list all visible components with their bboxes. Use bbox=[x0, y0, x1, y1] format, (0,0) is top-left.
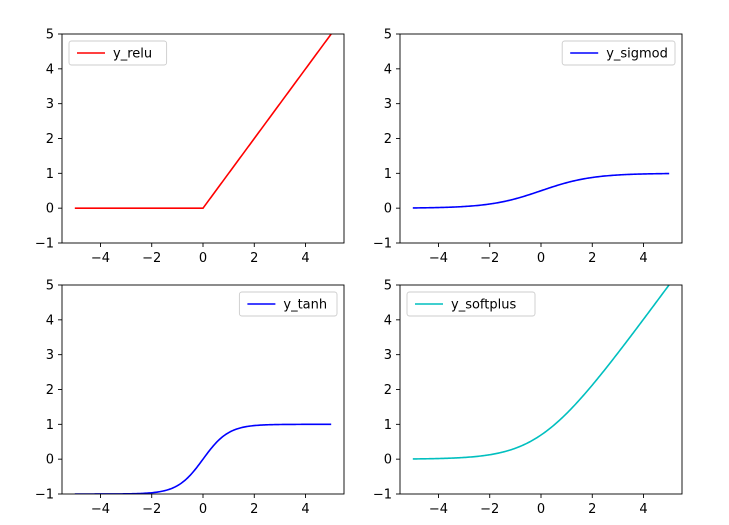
y-tick-label: 5 bbox=[46, 279, 54, 294]
x-tick-label: −4 bbox=[91, 502, 110, 517]
y-tick-label: 1 bbox=[46, 418, 54, 433]
y-tick-label: −1 bbox=[35, 488, 54, 503]
x-tick-label: 2 bbox=[250, 502, 258, 517]
subplot-y_relu: −4 −2 0 2 4 −1 0 1 2 3 4 5 y_relu bbox=[35, 28, 345, 266]
legend-box bbox=[406, 291, 536, 317]
y-tick-label: 5 bbox=[46, 28, 54, 43]
x-tick-label: 2 bbox=[588, 502, 596, 517]
x-tick-label: −2 bbox=[480, 251, 499, 266]
y-tick-label: 2 bbox=[46, 132, 54, 147]
y-tick-label: −1 bbox=[373, 488, 392, 503]
y-tick-label: 3 bbox=[384, 348, 392, 363]
legend-box bbox=[238, 291, 338, 317]
x-tick-label: −2 bbox=[142, 502, 161, 517]
y-tick-label: 2 bbox=[46, 383, 54, 398]
y-tick-label: 4 bbox=[46, 62, 54, 77]
x-tick-label: 2 bbox=[588, 251, 596, 266]
y-tick-label: 1 bbox=[46, 167, 54, 182]
y-tick-label: 0 bbox=[46, 453, 54, 468]
legend: y_tanh bbox=[238, 291, 338, 317]
y-tick-label: 0 bbox=[384, 453, 392, 468]
y-tick-label: 4 bbox=[384, 313, 392, 328]
x-tick-label: −4 bbox=[429, 502, 448, 517]
y-tick-label: 5 bbox=[384, 279, 392, 294]
x-tick-label: −4 bbox=[91, 251, 110, 266]
y-tick-label: 3 bbox=[46, 97, 54, 112]
y-tick-label: 3 bbox=[46, 348, 54, 363]
x-tick-label: 0 bbox=[537, 502, 545, 517]
x-tick-label: 0 bbox=[199, 251, 207, 266]
legend-box bbox=[68, 40, 168, 66]
x-tick-label: 4 bbox=[639, 251, 647, 266]
y-tick-label: 5 bbox=[384, 28, 392, 43]
legend-label: y_tanh bbox=[283, 298, 327, 313]
x-tick-label: 4 bbox=[301, 502, 309, 517]
legend-box bbox=[561, 40, 676, 66]
series-line-y_relu bbox=[74, 34, 332, 209]
y-tick-label: 0 bbox=[46, 202, 54, 217]
x-tick-label: 4 bbox=[639, 502, 647, 517]
y-tick-label: 1 bbox=[384, 418, 392, 433]
subplot-y_sigmod: −4 −2 0 2 4 −1 0 1 2 3 4 5 y_sigmod bbox=[373, 28, 683, 266]
y-tick-label: 4 bbox=[46, 313, 54, 328]
x-tick-label: −4 bbox=[429, 251, 448, 266]
subplot-y_tanh: −4 −2 0 2 4 −1 0 1 2 3 4 5 y_tanh bbox=[35, 279, 345, 517]
y-tick-label: 4 bbox=[384, 62, 392, 77]
legend: y_relu bbox=[68, 40, 168, 66]
subplot-y_softplus: −4 −2 0 2 4 −1 0 1 2 3 4 5 y_softplus bbox=[373, 279, 683, 517]
legend: y_softplus bbox=[406, 291, 536, 317]
x-tick-label: 4 bbox=[301, 251, 309, 266]
x-tick-label: −2 bbox=[480, 502, 499, 517]
legend: y_sigmod bbox=[561, 40, 676, 66]
legend-label: y_sigmod bbox=[606, 47, 668, 62]
y-tick-label: −1 bbox=[35, 237, 54, 252]
series-line-y_softplus bbox=[412, 285, 670, 460]
series-line-y_tanh bbox=[74, 423, 332, 494]
legend-label: y_softplus bbox=[451, 298, 516, 313]
x-tick-label: −2 bbox=[142, 251, 161, 266]
x-tick-label: 0 bbox=[537, 251, 545, 266]
y-tick-label: 3 bbox=[384, 97, 392, 112]
y-tick-label: 2 bbox=[384, 132, 392, 147]
series-line-y_sigmod bbox=[412, 172, 670, 209]
x-tick-label: 2 bbox=[250, 251, 258, 266]
legend-label: y_relu bbox=[113, 47, 152, 62]
x-tick-label: 0 bbox=[199, 502, 207, 517]
y-tick-label: 0 bbox=[384, 202, 392, 217]
y-tick-label: 1 bbox=[384, 167, 392, 182]
y-tick-label: −1 bbox=[373, 237, 392, 252]
y-tick-label: 2 bbox=[384, 383, 392, 398]
